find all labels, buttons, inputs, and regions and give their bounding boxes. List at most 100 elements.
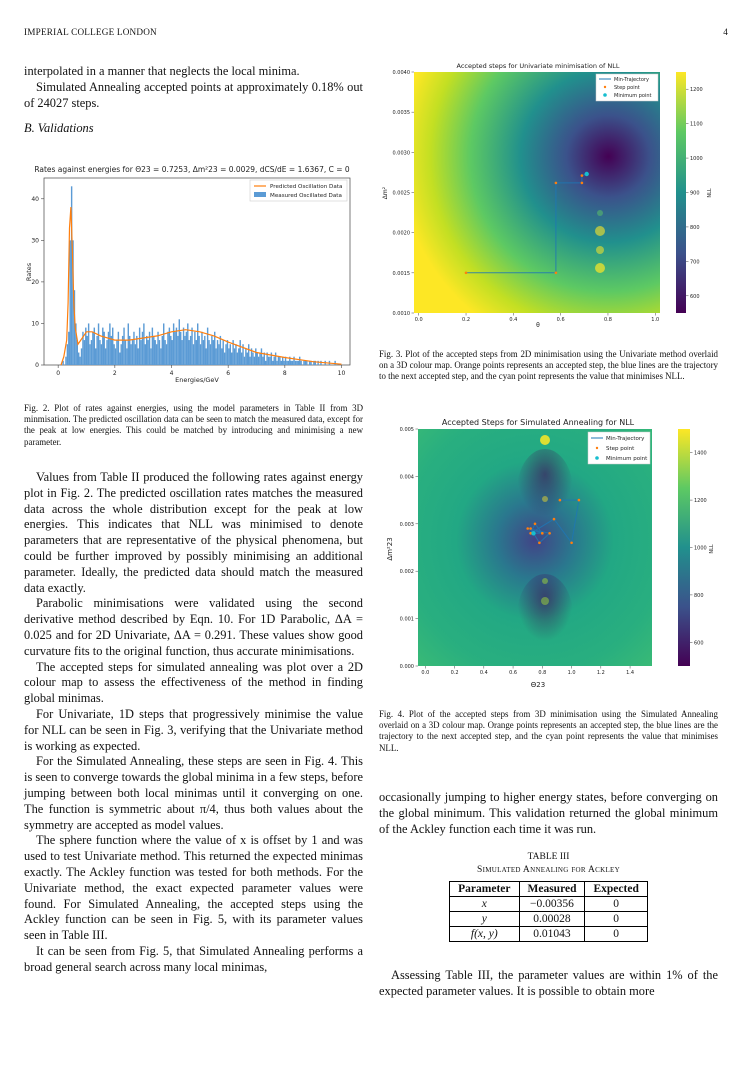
measured-bar bbox=[109, 323, 111, 365]
y-tick-label: 0.0025 bbox=[393, 191, 411, 197]
x-tick-label: 10 bbox=[338, 370, 346, 377]
measured-bar bbox=[83, 340, 86, 365]
measured-bar bbox=[116, 340, 118, 365]
measured-bar bbox=[214, 331, 216, 365]
measured-bar bbox=[114, 348, 117, 365]
measured-bar bbox=[208, 340, 210, 365]
measured-bar bbox=[262, 356, 264, 365]
measured-bar bbox=[73, 290, 76, 365]
measured-bar bbox=[291, 360, 294, 365]
x-tick-label: 0.2 bbox=[462, 317, 470, 323]
measured-bar bbox=[303, 360, 305, 365]
table-title: Simulated Annealing for Ackley bbox=[477, 865, 620, 875]
measured-bar bbox=[96, 335, 98, 365]
colorbar-ticks: 600 700 800 900 1000 1100 1200 bbox=[686, 87, 703, 300]
measured-bar bbox=[253, 356, 256, 365]
colorbar-ticks: 600 800 1000 1200 1400 bbox=[690, 451, 707, 646]
measured-bar bbox=[242, 344, 244, 365]
measured-bar bbox=[93, 327, 95, 365]
colorbar-tick-label: 1400 bbox=[694, 451, 707, 457]
measured-bar bbox=[167, 331, 169, 365]
measured-bar bbox=[184, 335, 186, 365]
measured-bar bbox=[201, 331, 203, 365]
x-axis-label: Θ23 bbox=[531, 681, 545, 689]
figure-3: Accepted steps for Univariate minimisati… bbox=[378, 62, 718, 330]
trajectory-line bbox=[527, 499, 580, 545]
legend-label: Minimum point bbox=[614, 93, 652, 99]
measured-bar bbox=[294, 360, 297, 365]
measured-bar bbox=[297, 360, 299, 365]
measured-bar bbox=[313, 360, 315, 365]
y-tick-label: 0.0030 bbox=[393, 150, 411, 156]
heatmap-area bbox=[414, 72, 660, 313]
measured-bar bbox=[205, 348, 207, 365]
measured-bar bbox=[146, 335, 148, 365]
step-point bbox=[526, 527, 529, 530]
figure-4: Accepted Steps for Simulated Annealing f… bbox=[378, 416, 718, 696]
step-point bbox=[548, 532, 551, 535]
x-tick-label: 0.0 bbox=[415, 317, 423, 323]
minimum-point bbox=[584, 171, 589, 177]
table-row: y 0.00028 0 bbox=[449, 911, 648, 927]
measured-bar bbox=[171, 340, 173, 365]
measured-bar bbox=[223, 352, 226, 365]
table-row: f(x, y) 0.01043 0 bbox=[449, 926, 648, 942]
measured-bar bbox=[155, 344, 158, 365]
measured-bar bbox=[194, 331, 196, 365]
legend-swatch-step bbox=[603, 85, 607, 89]
measured-bar bbox=[236, 352, 239, 365]
measured-bar bbox=[211, 335, 213, 365]
measured-bar bbox=[147, 340, 149, 365]
axis-ticks: 0.0 0.2 0.4 0.6 0.8 1.0 0.0010 0.0015 0.0020 0.00… bbox=[393, 70, 660, 323]
figure-4-caption: Fig. 4. Plot of the accepted steps from … bbox=[379, 709, 718, 753]
paragraph: Simulated Annealing accepted points at a… bbox=[24, 79, 363, 110]
y-tick-label: 0.004 bbox=[400, 474, 414, 480]
measured-bar bbox=[75, 323, 77, 365]
ackley-results-table: Parameter Measured Expected x −0.00356 0… bbox=[449, 881, 648, 942]
table-3: TABLE III Simulated Annealing for Ackley… bbox=[379, 851, 718, 942]
measured-bar bbox=[235, 344, 237, 365]
local-minima-glow bbox=[595, 210, 605, 273]
measured-bar bbox=[255, 348, 257, 365]
measured-bar bbox=[199, 344, 202, 365]
legend-label: Min-Trajectory bbox=[614, 77, 649, 83]
x-tick-label: 0.0 bbox=[421, 670, 429, 676]
measured-bar bbox=[129, 335, 131, 365]
rates-vs-energy-chart: Rates against energies for Θ23 = 0.7253,… bbox=[25, 165, 351, 384]
measured-bar bbox=[161, 335, 163, 365]
measured-bar bbox=[248, 344, 250, 365]
measured-bar bbox=[257, 356, 260, 365]
measured-bar bbox=[104, 348, 107, 365]
legend-swatch-minimum bbox=[595, 456, 599, 460]
measured-bar bbox=[144, 344, 146, 365]
step-point bbox=[558, 498, 562, 502]
paragraph: Parabolic minimisations were validated u… bbox=[24, 596, 363, 658]
measured-bar bbox=[219, 335, 222, 365]
measured-bar bbox=[252, 352, 254, 365]
table-row: x −0.00356 0 bbox=[449, 896, 648, 912]
measured-bar bbox=[87, 323, 90, 365]
colorbar-label: NLL bbox=[707, 188, 713, 198]
measured-bar bbox=[209, 344, 212, 365]
legend-label: Predicted Oscillation Data bbox=[270, 184, 342, 190]
measured-bar bbox=[110, 335, 112, 365]
measured-bar bbox=[119, 352, 121, 365]
colorbar-tick-label: 1200 bbox=[690, 87, 703, 93]
left-column-top: interpolated in a manner that neglects t… bbox=[24, 64, 363, 137]
measured-bar bbox=[283, 360, 285, 365]
measured-bar bbox=[130, 344, 132, 365]
table-cell: −0.00356 bbox=[518, 896, 586, 912]
paragraph: occasionally jumping to higher energy st… bbox=[379, 790, 718, 836]
table-cell: 0.00028 bbox=[518, 911, 586, 927]
y-tick-label: 0 bbox=[35, 362, 39, 369]
step-point bbox=[529, 527, 532, 530]
y-tick-label: 30 bbox=[31, 237, 39, 244]
x-axis-label: Energies/GeV bbox=[175, 376, 219, 384]
x-tick-label: 0 bbox=[56, 370, 60, 377]
measured-bar bbox=[170, 335, 172, 365]
measured-bar bbox=[89, 344, 91, 365]
measured-bars bbox=[62, 186, 336, 365]
measured-bar bbox=[86, 335, 88, 365]
x-tick-label: 0.8 bbox=[604, 317, 612, 323]
step-point bbox=[538, 541, 541, 545]
